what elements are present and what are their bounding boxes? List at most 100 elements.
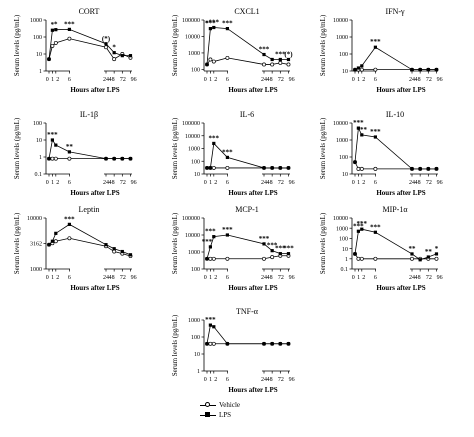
y-tick-label: 100 (191, 68, 200, 74)
chart-panel: IFN-γ 10 100 1000 10000 0 1 2 6 24 48 72 96 Hours aft… (319, 7, 443, 94)
data-point-lps (356, 126, 360, 130)
data-point-vehicle (356, 166, 361, 171)
data-point-vehicle (208, 341, 213, 346)
data-point-lps (208, 245, 212, 249)
data-point-vehicle (112, 249, 117, 254)
y-tick-label: 10 (36, 52, 42, 58)
data-point-lps (67, 27, 71, 31)
x-tick-label: 96 (289, 77, 295, 83)
y-tick-label: 10000 (185, 134, 200, 140)
significance-label: * (112, 44, 116, 52)
series-line-lps (354, 126, 437, 170)
chart-panel: IL-10 10 100 1000 10000 0 1 2 6 24 48 72 96 Hours aft… (319, 110, 443, 197)
x-tick-label: 2 (362, 180, 365, 186)
series-line-vehicle (206, 57, 289, 65)
data-point-lps (104, 42, 108, 46)
x-tick-label: 24 (409, 180, 415, 186)
series-line-vehicle (48, 237, 131, 257)
x-tick-label: 24 (261, 77, 267, 83)
data-point-vehicle (262, 62, 266, 67)
data-point-lps (225, 233, 229, 237)
y-tick-label: 1000 (188, 51, 200, 57)
data-point-lps (112, 247, 116, 251)
data-point-vehicle (373, 256, 378, 261)
y-tick-label: 10000 (333, 216, 348, 222)
x-tick-label: 0 (204, 77, 207, 83)
data-point-lps (112, 51, 116, 55)
y-tick-label: 100 (191, 267, 200, 273)
data-point-lps (262, 242, 266, 246)
x-tick-label: 48 (415, 77, 421, 83)
x-tick-label: 1 (357, 77, 360, 83)
x-tick-label: 6 (226, 275, 229, 281)
x-tick-label: 2 (56, 275, 59, 281)
data-point-vehicle (356, 256, 361, 261)
data-point-lps (356, 66, 360, 70)
x-tick-label: 1 (51, 180, 54, 186)
y-tick-label: 10000 (333, 18, 348, 24)
data-point-vehicle (53, 40, 58, 45)
y-axis-label: Serum levels (pg/mL) (171, 314, 179, 376)
y-axis-label: Serum levels (pg/mL) (171, 212, 179, 274)
legend-label-vehicle: Vehicle (219, 401, 240, 409)
data-point-vehicle (410, 256, 414, 261)
data-point-lps (426, 167, 430, 171)
data-point-lps (225, 27, 229, 31)
significance-label: *** (205, 228, 216, 236)
data-point-lps (418, 167, 422, 171)
x-tick-label: 48 (267, 180, 273, 186)
chart-title: CORT (79, 7, 100, 16)
x-tick-label: 1 (209, 377, 212, 383)
x-tick-label: 2 (214, 77, 217, 83)
x-tick-label: 0 (46, 180, 49, 186)
data-point-vehicle (373, 166, 378, 171)
data-point-lps (410, 68, 414, 72)
data-point-vehicle (211, 165, 216, 170)
y-tick-label: 100000 (182, 121, 200, 127)
significance-label: ** (409, 245, 417, 253)
chart-title: MCP-1 (235, 205, 259, 214)
series-line-lps (206, 27, 289, 65)
x-tick-label: 2 (56, 180, 59, 186)
series-line-lps (48, 138, 131, 160)
data-point-lps (426, 68, 430, 72)
significance-label: *** (222, 20, 233, 28)
x-tick-label: 48 (267, 377, 273, 383)
data-point-lps (373, 45, 377, 49)
data-point-lps (270, 249, 274, 253)
series-line-lps (207, 142, 289, 169)
series-line-lps (48, 28, 131, 60)
x-tick-label: 0 (352, 275, 355, 281)
x-tick-label: 72 (120, 180, 126, 186)
series-line-vehicle (354, 161, 437, 170)
significance-label: *** (259, 46, 270, 54)
y-tick-label: 100 (33, 35, 42, 41)
significance-label: *** (209, 19, 220, 27)
data-point-lps (278, 342, 282, 346)
data-point-vehicle (211, 59, 216, 64)
data-point-lps (112, 157, 116, 161)
series-line-vehicle (207, 255, 289, 260)
data-point-lps (278, 166, 282, 170)
chart-panel: Leptin 1000 3162 10000 0 1 2 6 24 48 72 96 Hours aft… (13, 205, 137, 292)
x-tick-label: 48 (109, 180, 115, 186)
y-tick-label: 1000 (30, 267, 42, 273)
significance-label: *** (64, 215, 75, 223)
x-tick-label: 6 (374, 180, 377, 186)
data-point-lps (212, 325, 216, 329)
data-point-vehicle (50, 43, 55, 48)
y-tick-label: 1000 (188, 147, 200, 153)
x-axis-label: Hours after LPS (70, 189, 119, 197)
significance-label: *** (209, 134, 220, 142)
x-tick-label: 72 (278, 180, 284, 186)
data-point-lps (128, 54, 133, 58)
x-tick-label: 6 (68, 180, 71, 186)
data-point-lps (225, 342, 229, 346)
significance-label: *** (222, 148, 233, 156)
data-point-lps (286, 57, 291, 62)
significance-label: ** (66, 143, 74, 151)
data-point-lps (356, 229, 360, 233)
y-tick-label: 100000 (182, 18, 200, 24)
